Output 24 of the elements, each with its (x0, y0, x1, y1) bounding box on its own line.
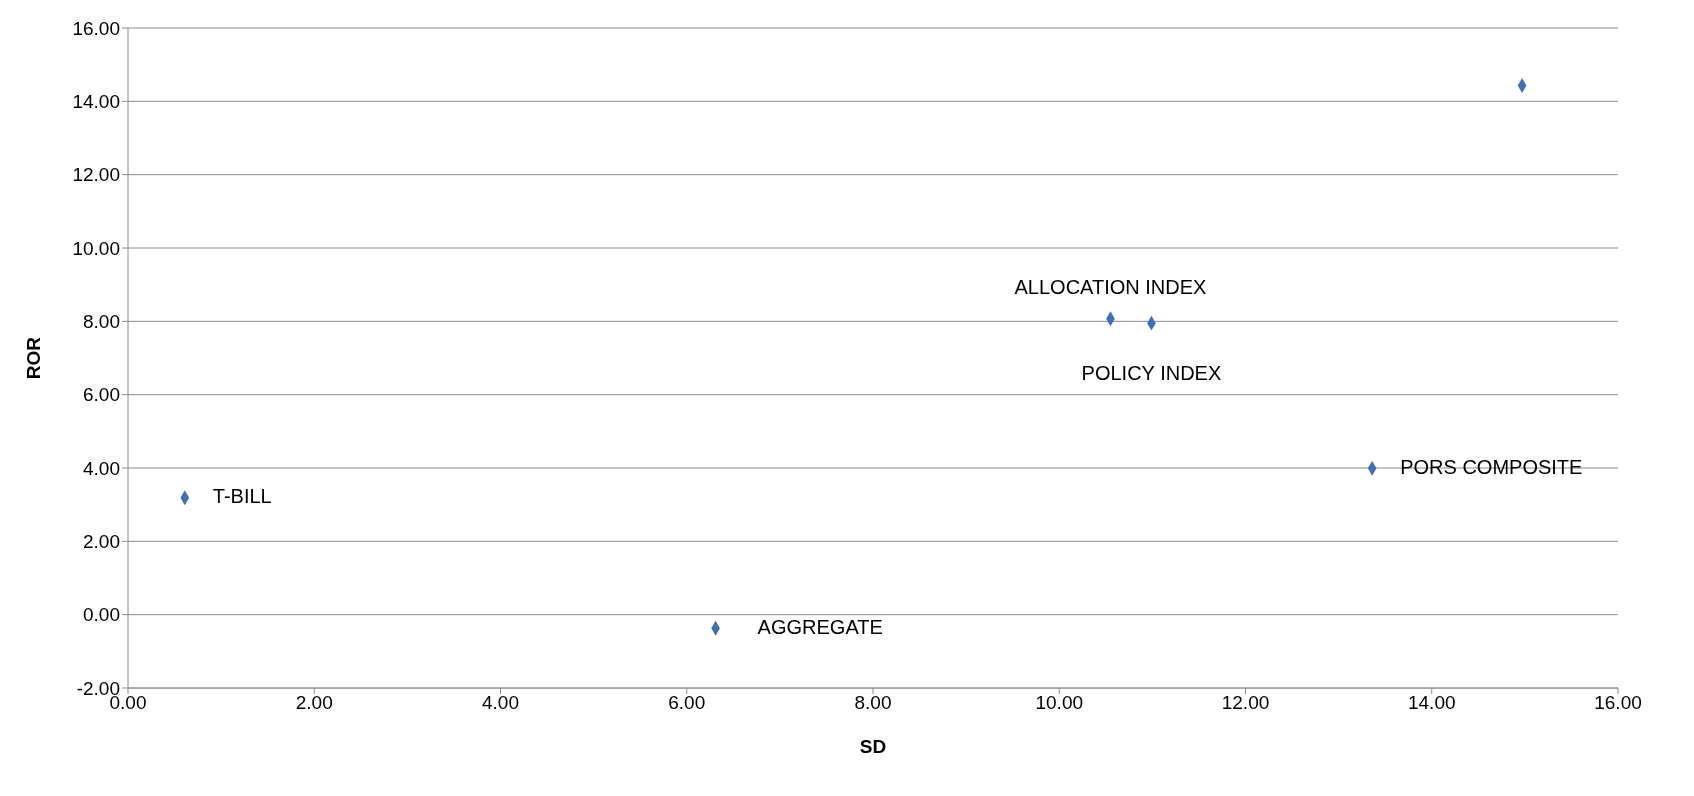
x-tick-label: 12.00 (1221, 692, 1270, 714)
annotation: ALLOCATION INDEX (1014, 276, 1207, 299)
x-axis-title: SD (859, 736, 887, 757)
annotation: T-BILL (212, 484, 272, 507)
annotation: AGGREGATE (757, 615, 883, 638)
y-tick-label: 8.00 (83, 311, 120, 333)
x-tick-label: 2.00 (295, 692, 333, 714)
y-tick-label: 14.00 (72, 91, 120, 113)
y-tick-label: 6.00 (83, 384, 120, 406)
y-tick-label: 0.00 (83, 604, 120, 626)
x-tick-label: 8.00 (854, 692, 892, 714)
annotation: POLICY INDEX (1081, 362, 1222, 385)
x-tick-label: 14.00 (1407, 692, 1456, 714)
y-tick-label: 16.00 (72, 17, 120, 39)
y-tick-label: 4.00 (83, 457, 120, 479)
x-tick-label: 10.00 (1035, 692, 1084, 714)
x-tick-label: 4.00 (482, 692, 519, 714)
x-tick-label: 6.00 (668, 692, 706, 714)
annotation: PORS COMPOSITE (1400, 455, 1583, 478)
y-tick-label: 10.00 (72, 237, 120, 259)
x-tick-label: 16.00 (1594, 692, 1642, 714)
y-axis-title: ROR (22, 336, 44, 380)
y-tick-label: 12.00 (72, 164, 120, 186)
y-tick-label: 2.00 (83, 531, 120, 553)
